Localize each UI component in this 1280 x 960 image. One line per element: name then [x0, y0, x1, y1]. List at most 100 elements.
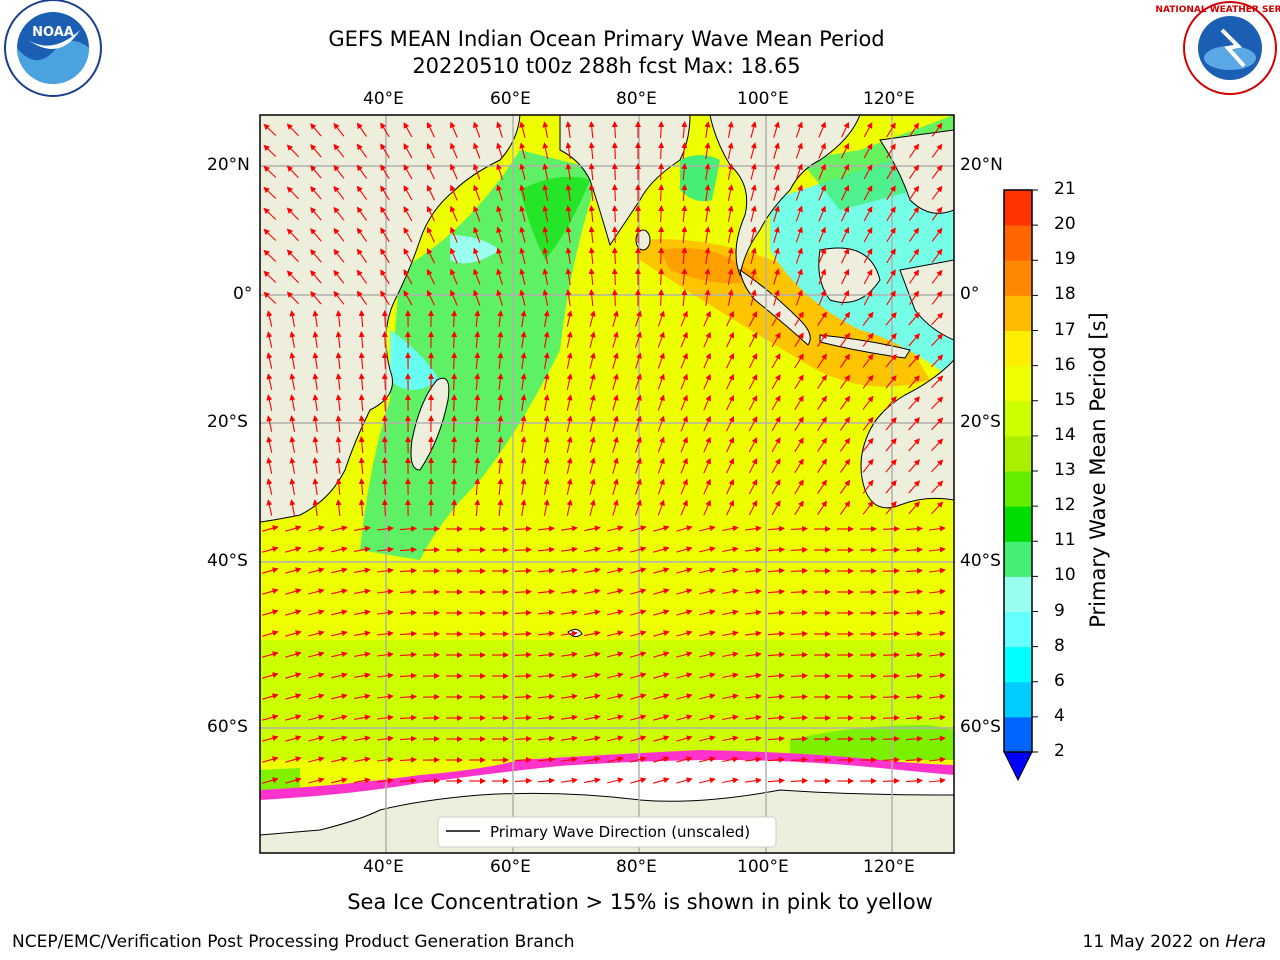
wave-direction-arrow [474, 331, 481, 349]
wave-direction-arrow [767, 609, 785, 616]
wave-direction-arrow [537, 567, 555, 574]
wave-direction-arrow [451, 352, 458, 370]
wave-direction-arrow [399, 588, 417, 595]
wave-direction-arrow [356, 164, 368, 179]
map-legend: Primary Wave Direction (unscaled) [437, 816, 777, 848]
wave-direction-arrow [905, 588, 923, 595]
wave-direction-arrow [473, 184, 481, 201]
wave-direction-arrow [561, 588, 578, 595]
wave-direction-arrow [794, 395, 804, 411]
wave-direction-arrow [794, 374, 804, 390]
wave-direction-arrow [308, 588, 325, 595]
wave-direction-arrow [882, 546, 900, 553]
wave-direction-arrow [266, 394, 273, 411]
wave-direction-arrow [676, 609, 693, 616]
wave-direction-arrow [681, 268, 688, 286]
wave-direction-arrow [537, 651, 555, 658]
wave-direction-arrow [286, 249, 299, 263]
wave-direction-arrow [699, 693, 716, 700]
wave-direction-arrow [381, 310, 388, 328]
wave-direction-arrow [333, 248, 345, 263]
wave-direction-arrow [767, 567, 785, 574]
wave-direction-arrow [354, 630, 371, 637]
colorbar-segment [1004, 330, 1032, 367]
wave-direction-arrow [589, 436, 596, 453]
wave-direction-arrow [882, 693, 900, 700]
wave-direction-arrow [286, 165, 299, 179]
wave-direction-arrow [380, 248, 390, 264]
wave-direction-arrow [335, 478, 342, 495]
lat-tick-right-20n: 20°N [960, 155, 1003, 175]
wave-direction-arrow [537, 588, 555, 595]
wave-direction-arrow [704, 289, 711, 306]
wave-direction-arrow [266, 310, 273, 327]
wave-direction-arrow [426, 184, 435, 201]
wave-direction-arrow [537, 546, 555, 553]
wave-direction-arrow [399, 693, 417, 700]
wave-direction-arrow [839, 458, 851, 473]
wave-direction-arrow [451, 436, 458, 454]
wave-direction-arrow [931, 164, 943, 179]
wave-direction-arrow [931, 185, 943, 200]
wave-direction-arrow [931, 375, 944, 389]
wave-direction-arrow [263, 186, 277, 199]
wave-direction-arrow [839, 311, 851, 326]
wave-direction-arrow [451, 478, 458, 496]
wave-direction-arrow [886, 143, 896, 159]
wave-direction-arrow [426, 121, 435, 138]
wave-direction-arrow [310, 123, 322, 137]
wave-direction-arrow [584, 609, 601, 616]
wave-direction-arrow [520, 331, 527, 348]
wave-direction-arrow [312, 415, 319, 432]
lat-tick-left-40s: 40°S [207, 551, 248, 571]
wave-direction-arrow [566, 373, 573, 390]
wave-direction-arrow [726, 436, 735, 453]
wave-direction-arrow [931, 354, 944, 368]
wave-direction-arrow [722, 630, 739, 637]
wave-direction-arrow [584, 672, 601, 679]
wave-direction-arrow [680, 436, 688, 453]
wave-direction-arrow [262, 630, 279, 637]
wave-direction-arrow [863, 185, 873, 201]
wave-direction-arrow [263, 270, 277, 283]
wave-direction-arrow [882, 672, 900, 679]
wave-direction-arrow [262, 525, 279, 532]
wave-direction-arrow [931, 396, 944, 410]
wave-direction-arrow [886, 164, 896, 180]
wave-direction-arrow [885, 333, 897, 347]
wave-direction-arrow [611, 268, 618, 286]
wave-direction-arrow [358, 478, 365, 496]
wave-direction-arrow [745, 735, 762, 742]
wave-direction-arrow [377, 630, 394, 637]
wave-direction-arrow [289, 436, 296, 454]
wave-direction-arrow [266, 373, 273, 390]
wave-direction-arrow [727, 226, 734, 243]
wave-direction-arrow [908, 333, 920, 347]
wave-direction-arrow [473, 268, 481, 285]
wave-direction-arrow [771, 311, 781, 327]
wave-direction-arrow [514, 714, 532, 721]
wave-direction-arrow [657, 310, 665, 327]
wave-direction-arrow [543, 310, 550, 328]
wave-direction-arrow [496, 121, 503, 138]
wave-direction-arrow [886, 290, 896, 306]
wave-direction-arrow [630, 693, 647, 700]
wave-direction-arrow [399, 777, 417, 784]
wave-direction-arrow [474, 436, 481, 454]
wave-direction-arrow [703, 478, 711, 495]
wave-direction-arrow [767, 630, 785, 637]
wave-direction-arrow [699, 714, 716, 721]
wave-direction-arrow [310, 144, 322, 158]
wave-direction-arrow [310, 270, 322, 284]
wave-direction-arrow [681, 184, 688, 202]
wave-direction-arrow [289, 499, 296, 517]
wave-direction-arrow [611, 247, 618, 265]
wave-direction-arrow [862, 332, 874, 347]
wave-direction-arrow [630, 735, 647, 742]
wave-direction-arrow [790, 546, 808, 553]
wave-direction-arrow [263, 123, 277, 136]
wave-direction-arrow [908, 459, 920, 473]
wave-direction-arrow [403, 290, 413, 306]
wave-direction-arrow [818, 163, 826, 180]
wave-direction-arrow [308, 525, 325, 532]
